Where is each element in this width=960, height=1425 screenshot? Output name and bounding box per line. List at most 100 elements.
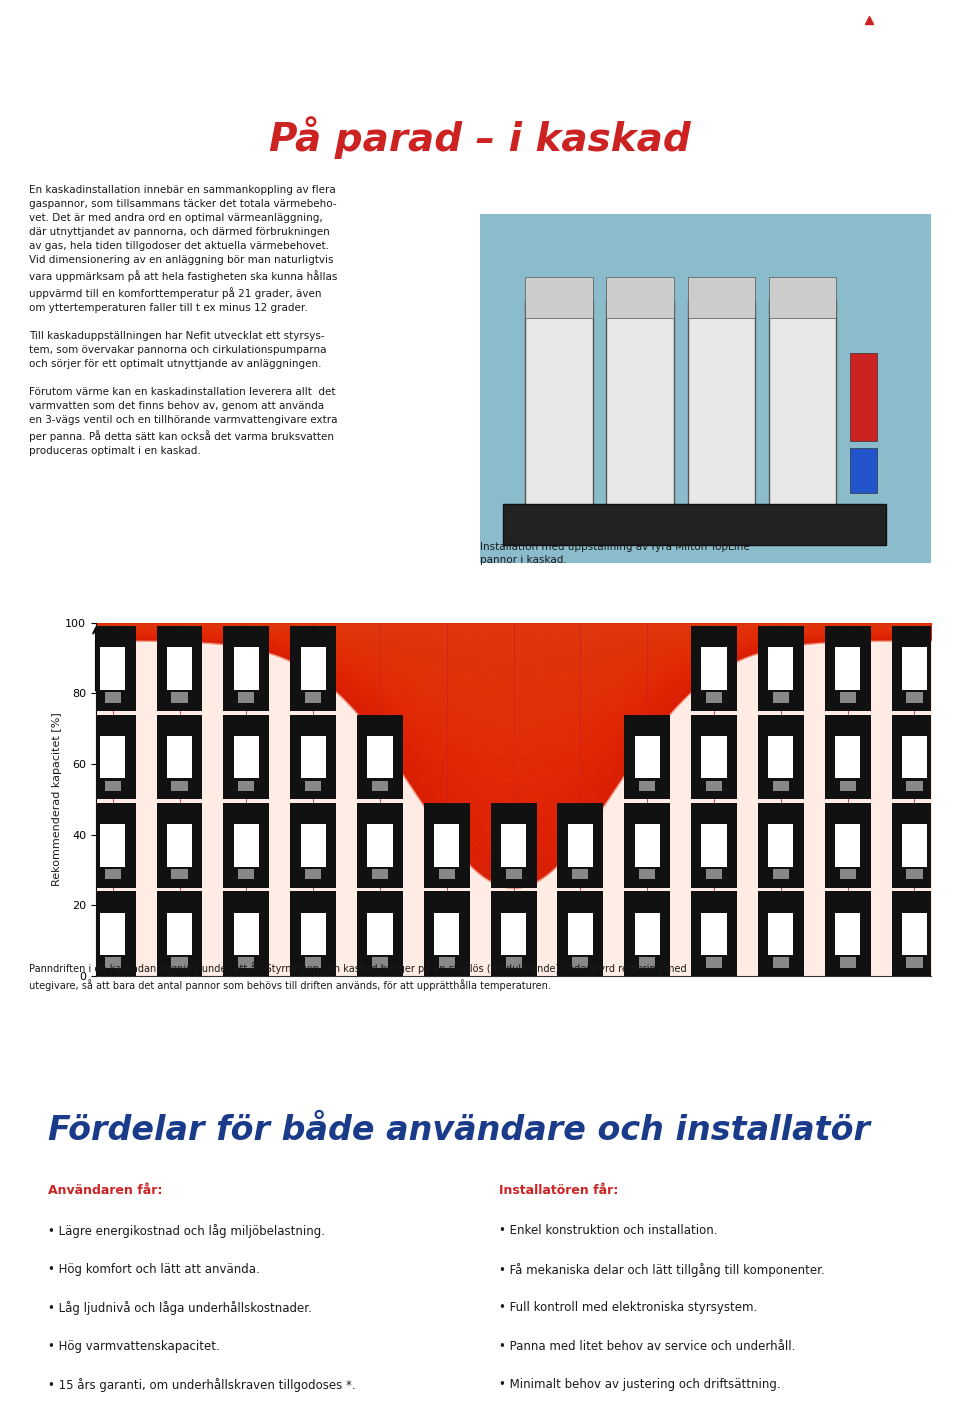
Bar xyxy=(434,824,460,866)
Text: På parad – i kaskad: På parad – i kaskad xyxy=(269,115,691,158)
Bar xyxy=(305,958,322,968)
Bar xyxy=(105,781,121,791)
Bar xyxy=(639,781,656,791)
Text: Panndriften i en kaskadanläggning under ett år. Styrningen i en kaskad bygger på: Panndriften i en kaskadanläggning under … xyxy=(29,962,686,990)
Bar xyxy=(892,891,938,976)
Bar xyxy=(368,824,393,866)
Bar xyxy=(702,912,727,955)
Bar xyxy=(491,802,537,888)
Text: • Enkel konstruktion och installation.: • Enkel konstruktion och installation. xyxy=(499,1224,718,1237)
Bar xyxy=(825,891,871,976)
Bar xyxy=(901,912,927,955)
Bar xyxy=(167,912,192,955)
Bar xyxy=(901,647,927,690)
Bar xyxy=(840,958,855,968)
Bar xyxy=(305,693,322,703)
Bar xyxy=(835,647,860,690)
Bar xyxy=(238,869,254,879)
Bar xyxy=(639,869,656,879)
Bar xyxy=(840,693,855,703)
Bar xyxy=(290,626,336,711)
Bar xyxy=(558,802,604,888)
Bar xyxy=(850,447,877,493)
Bar xyxy=(105,958,121,968)
Bar xyxy=(607,301,674,510)
Text: • Hög varmvattenskapacitet.: • Hög varmvattenskapacitet. xyxy=(48,1340,220,1352)
Text: Milton: Milton xyxy=(859,30,926,48)
Bar xyxy=(906,958,923,968)
Bar xyxy=(224,626,270,711)
Bar xyxy=(850,353,877,440)
Text: • Låg ljudnivå och låga underhållskostnader.: • Låg ljudnivå och låga underhållskostna… xyxy=(48,1301,312,1315)
Bar xyxy=(572,958,588,968)
Bar xyxy=(624,802,670,888)
Bar xyxy=(89,802,135,888)
Bar xyxy=(768,912,794,955)
Bar xyxy=(757,626,804,711)
Bar xyxy=(506,869,521,879)
Text: Användaren får:: Användaren får: xyxy=(48,1184,162,1197)
Y-axis label: Rekommenderad kapacitet [%]: Rekommenderad kapacitet [%] xyxy=(53,712,62,886)
Bar xyxy=(769,301,836,510)
Bar xyxy=(892,626,938,711)
Text: • Full kontroll med elektroniska styrsystem.: • Full kontroll med elektroniska styrsys… xyxy=(499,1301,757,1314)
Bar xyxy=(769,276,836,319)
Bar xyxy=(300,912,325,955)
Bar xyxy=(300,647,325,690)
Bar xyxy=(835,735,860,778)
Bar xyxy=(691,714,737,799)
Bar xyxy=(105,869,121,879)
Bar xyxy=(558,891,604,976)
Bar xyxy=(835,912,860,955)
Bar xyxy=(238,693,254,703)
Bar xyxy=(100,735,126,778)
Bar xyxy=(840,781,855,791)
Bar xyxy=(825,714,871,799)
Bar xyxy=(706,869,722,879)
Bar xyxy=(687,301,756,510)
Bar xyxy=(706,781,722,791)
Bar xyxy=(224,714,270,799)
Bar xyxy=(525,276,592,319)
Bar xyxy=(300,824,325,866)
Bar xyxy=(773,781,789,791)
Text: Fördelar för både användare och installatör: Fördelar för både användare och installa… xyxy=(48,1113,870,1147)
Bar xyxy=(423,802,469,888)
Bar xyxy=(172,869,187,879)
Bar xyxy=(906,693,923,703)
Bar xyxy=(224,891,270,976)
Bar xyxy=(372,869,388,879)
Bar xyxy=(691,802,737,888)
Bar xyxy=(773,693,789,703)
Bar xyxy=(691,626,737,711)
Bar xyxy=(156,626,203,711)
Bar xyxy=(901,824,927,866)
Text: En kaskadinstallation innebär en sammankoppling av flera
gaspannor, som tillsamm: En kaskadinstallation innebär en sammank… xyxy=(29,185,337,456)
Bar xyxy=(368,912,393,955)
Bar xyxy=(691,891,737,976)
Text: • Få mekaniska delar och lätt tillgång till komponenter.: • Få mekaniska delar och lätt tillgång t… xyxy=(499,1263,825,1277)
Bar xyxy=(305,781,322,791)
Bar xyxy=(305,869,322,879)
Bar xyxy=(100,824,126,866)
Bar xyxy=(172,693,187,703)
Bar xyxy=(825,626,871,711)
Bar xyxy=(300,735,325,778)
Bar xyxy=(773,869,789,879)
Bar xyxy=(503,503,886,546)
Text: Installation med uppställning av fyra Milton TopLine
pannor i kaskad.: Installation med uppställning av fyra Mi… xyxy=(480,542,750,564)
Bar xyxy=(167,824,192,866)
Bar xyxy=(702,824,727,866)
Bar xyxy=(439,869,455,879)
Bar xyxy=(156,802,203,888)
Bar xyxy=(635,824,660,866)
Bar xyxy=(238,958,254,968)
Bar xyxy=(840,869,855,879)
Bar xyxy=(768,735,794,778)
Bar xyxy=(290,714,336,799)
Bar xyxy=(357,714,403,799)
Bar xyxy=(372,958,388,968)
Text: Installatören får:: Installatören får: xyxy=(499,1184,618,1197)
Bar xyxy=(368,735,393,778)
Bar xyxy=(825,802,871,888)
